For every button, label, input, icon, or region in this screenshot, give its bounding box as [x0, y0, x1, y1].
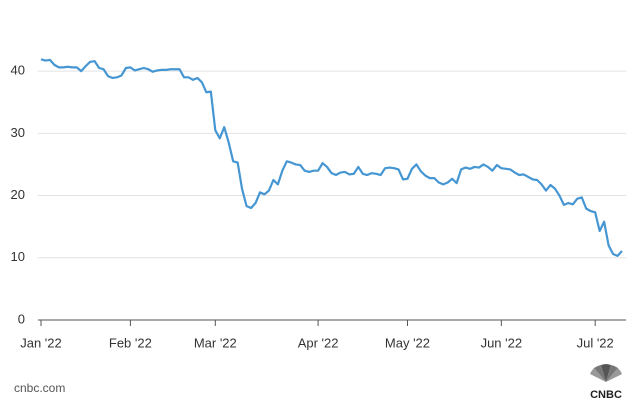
x-tick-label: Jun '22: [481, 335, 523, 350]
x-tick-label: Jan '22: [20, 335, 62, 350]
x-tick-label: Feb '22: [109, 335, 152, 350]
source: cnbc.com: [14, 381, 65, 395]
logo-text: CNBC: [590, 389, 622, 401]
y-tick-label: 30: [11, 125, 25, 140]
y-tick-label: 0: [18, 311, 25, 326]
x-tick-label: May '22: [385, 335, 430, 350]
y-tick-label: 20: [11, 187, 25, 202]
x-tick-label: Jul '22: [577, 335, 614, 350]
y-tick-label: 10: [11, 249, 25, 264]
x-tick-label: Apr '22: [298, 335, 339, 350]
x-tick-label: Mar '22: [194, 335, 237, 350]
y-tick-label: 40: [11, 63, 25, 78]
line: [40, 58, 623, 258]
logo: CNBC: [590, 364, 622, 401]
